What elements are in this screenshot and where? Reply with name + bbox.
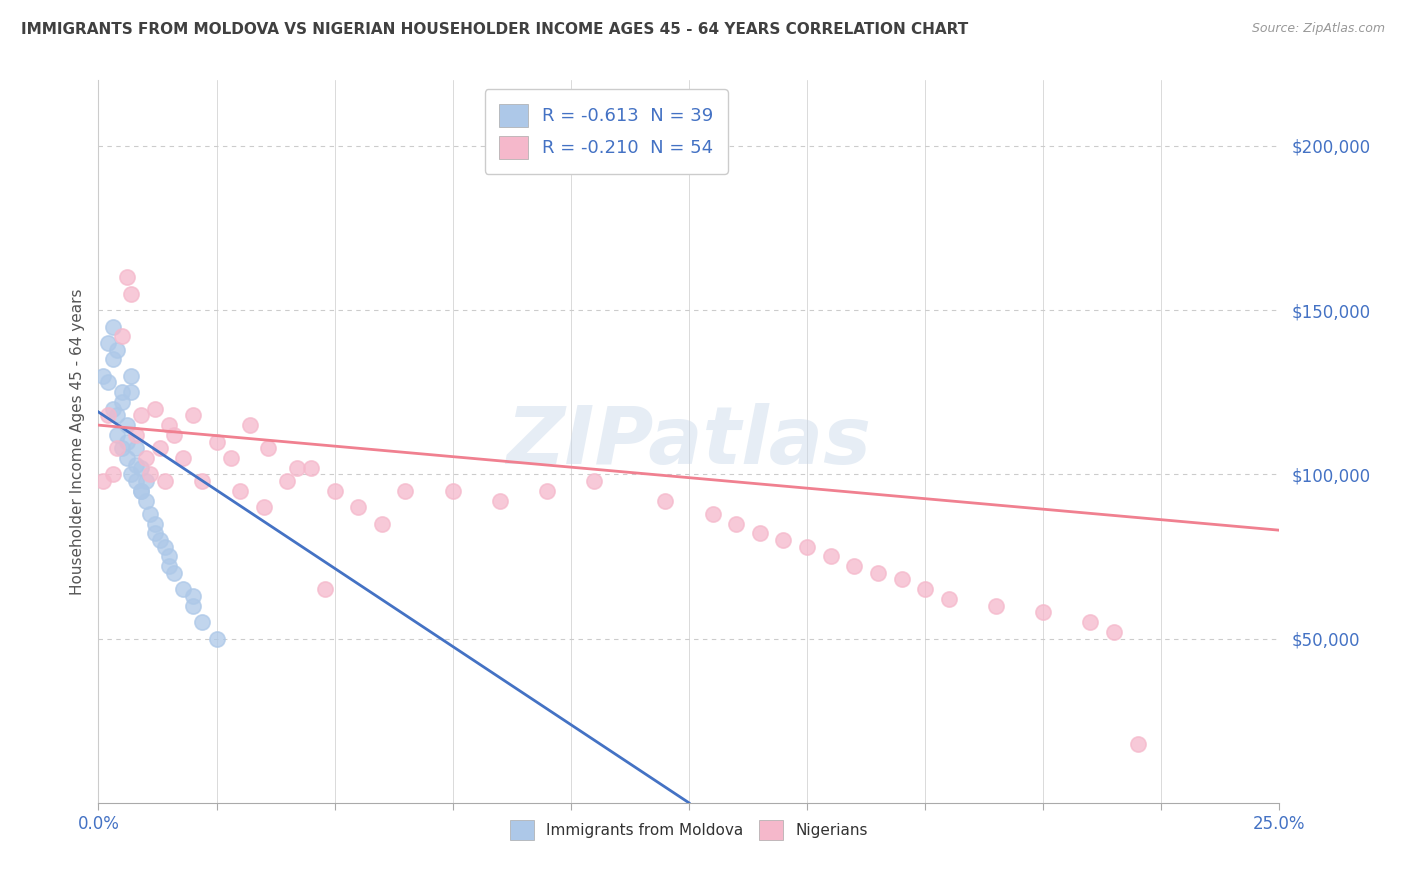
- Point: [257, 441, 280, 455]
- Point: [239, 418, 262, 433]
- Point: [285, 460, 308, 475]
- Point: [129, 409, 152, 423]
- Point: [101, 352, 124, 367]
- Point: [441, 483, 464, 498]
- Point: [276, 474, 298, 488]
- Point: [149, 533, 172, 547]
- Point: [91, 368, 114, 383]
- Point: [129, 460, 152, 475]
- Point: [157, 549, 180, 564]
- Point: [772, 533, 794, 547]
- Point: [105, 343, 128, 357]
- Point: [149, 441, 172, 455]
- Point: [1080, 615, 1102, 630]
- Point: [135, 474, 157, 488]
- Point: [157, 418, 180, 433]
- Point: [205, 632, 228, 646]
- Point: [536, 483, 558, 498]
- Point: [105, 428, 128, 442]
- Point: [111, 395, 134, 409]
- Point: [115, 270, 138, 285]
- Point: [153, 540, 176, 554]
- Point: [143, 401, 166, 416]
- Point: [125, 458, 148, 472]
- Point: [181, 409, 204, 423]
- Point: [163, 566, 186, 580]
- Point: [191, 615, 214, 630]
- Point: [323, 483, 346, 498]
- Point: [121, 385, 143, 400]
- Point: [121, 286, 143, 301]
- Point: [125, 441, 148, 455]
- Point: [105, 441, 128, 455]
- Point: [111, 441, 134, 455]
- Point: [866, 566, 889, 580]
- Point: [205, 434, 228, 449]
- Point: [489, 493, 512, 508]
- Point: [181, 599, 204, 613]
- Point: [125, 428, 148, 442]
- Point: [172, 450, 194, 465]
- Point: [129, 483, 152, 498]
- Point: [820, 549, 842, 564]
- Point: [890, 573, 912, 587]
- Point: [139, 507, 162, 521]
- Y-axis label: Householder Income Ages 45 - 64 years: Householder Income Ages 45 - 64 years: [69, 288, 84, 595]
- Point: [115, 434, 138, 449]
- Point: [121, 467, 143, 482]
- Point: [97, 376, 120, 390]
- Point: [796, 540, 818, 554]
- Point: [157, 559, 180, 574]
- Point: [111, 329, 134, 343]
- Text: IMMIGRANTS FROM MOLDOVA VS NIGERIAN HOUSEHOLDER INCOME AGES 45 - 64 YEARS CORREL: IMMIGRANTS FROM MOLDOVA VS NIGERIAN HOUS…: [21, 22, 969, 37]
- Point: [583, 474, 606, 488]
- Point: [1032, 605, 1054, 619]
- Point: [97, 409, 120, 423]
- Point: [253, 500, 276, 515]
- Point: [125, 474, 148, 488]
- Point: [121, 368, 143, 383]
- Point: [654, 493, 676, 508]
- Legend: Immigrants from Moldova, Nigerians: Immigrants from Moldova, Nigerians: [503, 814, 875, 846]
- Point: [101, 319, 124, 334]
- Point: [394, 483, 416, 498]
- Point: [314, 582, 336, 597]
- Text: ZIPatlas: ZIPatlas: [506, 402, 872, 481]
- Point: [115, 418, 138, 433]
- Point: [143, 516, 166, 531]
- Point: [135, 450, 157, 465]
- Point: [115, 450, 138, 465]
- Point: [725, 516, 748, 531]
- Point: [229, 483, 252, 498]
- Point: [153, 474, 176, 488]
- Point: [105, 409, 128, 423]
- Point: [172, 582, 194, 597]
- Point: [191, 474, 214, 488]
- Point: [129, 483, 152, 498]
- Point: [748, 526, 770, 541]
- Point: [299, 460, 322, 475]
- Point: [844, 559, 866, 574]
- Point: [914, 582, 936, 597]
- Point: [219, 450, 242, 465]
- Point: [1102, 625, 1125, 640]
- Point: [143, 526, 166, 541]
- Point: [91, 474, 114, 488]
- Point: [984, 599, 1007, 613]
- Point: [938, 592, 960, 607]
- Point: [101, 401, 124, 416]
- Point: [702, 507, 724, 521]
- Point: [1126, 737, 1149, 751]
- Point: [111, 385, 134, 400]
- Point: [181, 589, 204, 603]
- Point: [371, 516, 394, 531]
- Text: Source: ZipAtlas.com: Source: ZipAtlas.com: [1251, 22, 1385, 36]
- Point: [347, 500, 370, 515]
- Point: [101, 467, 124, 482]
- Point: [139, 467, 162, 482]
- Point: [135, 493, 157, 508]
- Point: [97, 336, 120, 351]
- Point: [163, 428, 186, 442]
